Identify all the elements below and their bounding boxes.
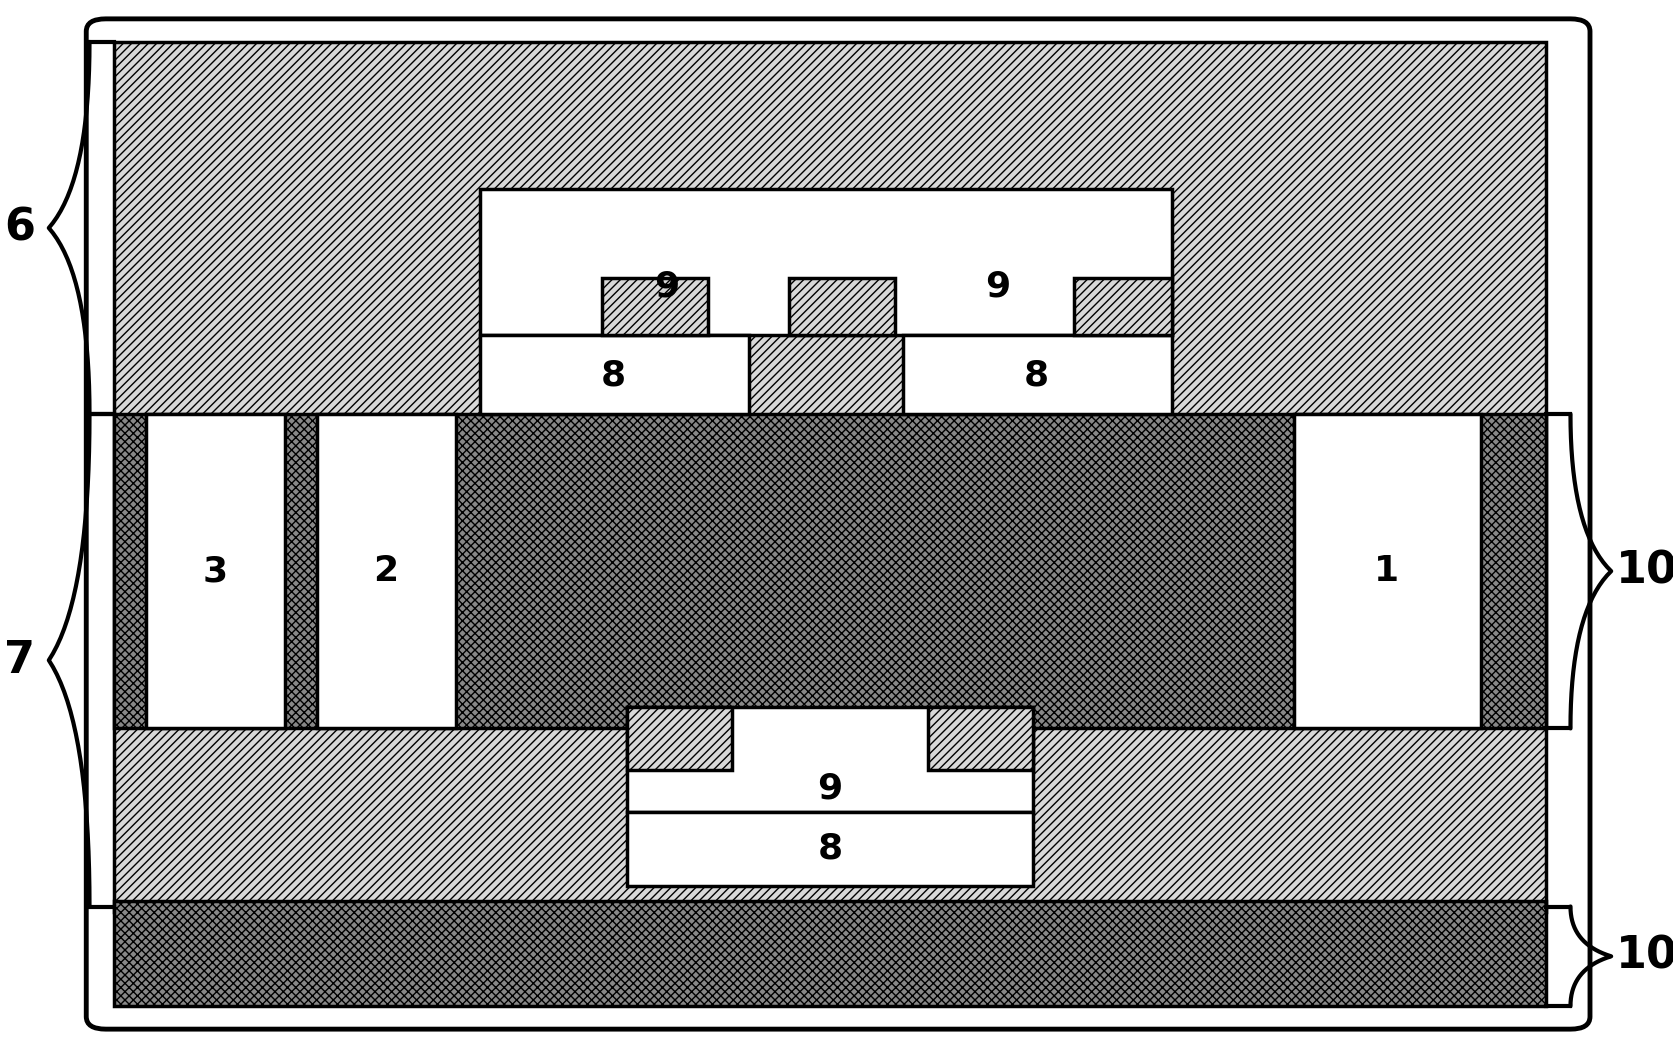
Bar [927,707,1032,770]
Text: 6: 6 [3,206,35,249]
Text: 8: 8 [1024,358,1049,392]
Text: 2: 2 [373,554,398,588]
Bar [1293,414,1481,728]
Text: 10: 10 [1614,935,1673,978]
Bar [790,278,895,335]
Text: 9: 9 [654,269,679,303]
Bar [114,42,1546,912]
Bar [114,901,1546,1006]
Bar [626,707,1032,812]
Bar [146,414,284,728]
Bar [626,812,1032,886]
Text: 9: 9 [816,771,842,805]
Bar [626,707,731,770]
Bar [480,189,1171,335]
Text: 8: 8 [601,358,626,392]
Bar [602,278,708,335]
Bar [480,335,748,414]
Bar [318,414,455,728]
Text: 9: 9 [984,269,1009,303]
Text: 7: 7 [3,638,35,682]
Text: 1: 1 [1374,554,1399,588]
Bar [903,335,1171,414]
Text: 8: 8 [816,832,842,866]
Text: 10: 10 [1614,549,1673,593]
Bar [1074,278,1171,335]
Text: 3: 3 [202,554,228,588]
Bar [114,414,1546,728]
